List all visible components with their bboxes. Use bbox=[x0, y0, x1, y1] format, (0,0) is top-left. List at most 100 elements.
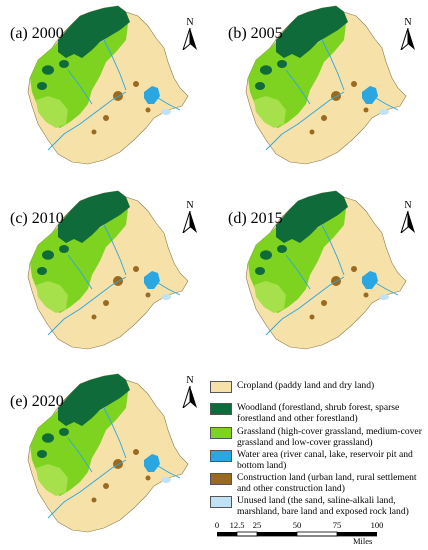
construction-area bbox=[321, 300, 327, 306]
construction-area bbox=[113, 459, 123, 469]
unused-land-area bbox=[379, 109, 389, 115]
legend-swatch bbox=[210, 427, 232, 439]
land-use-map bbox=[245, 190, 407, 350]
legend-swatch bbox=[210, 450, 232, 462]
legend-label: Construction land (urban land, rural set… bbox=[237, 472, 417, 494]
map-panel-2000: (a) 2000 N bbox=[0, 0, 208, 175]
construction-area bbox=[321, 115, 327, 121]
construction-area bbox=[91, 314, 97, 320]
legend-label: Woodland (forestland, shrub forest, spar… bbox=[237, 402, 400, 424]
woodland-patch bbox=[260, 250, 272, 260]
legend-label: Water area (river canal, lake, reservoir… bbox=[237, 449, 413, 471]
panel-label: (a) 2000 bbox=[10, 25, 64, 42]
land-use-map bbox=[27, 373, 189, 533]
river-line bbox=[265, 91, 345, 151]
woodland-patch bbox=[59, 60, 69, 68]
unused-land-area bbox=[161, 477, 171, 483]
legend-label: Cropland (paddy land and dry land) bbox=[237, 380, 375, 391]
land-use-map bbox=[27, 5, 189, 165]
north-arrow-icon: N bbox=[398, 18, 418, 52]
scale-unit-label: Miles bbox=[353, 536, 373, 546]
woodland-patch bbox=[42, 250, 54, 260]
north-letter: N bbox=[186, 200, 194, 211]
unused-land-area bbox=[379, 294, 389, 300]
construction-area bbox=[351, 266, 357, 272]
woodland-patch bbox=[255, 267, 265, 275]
construction-area bbox=[145, 475, 151, 481]
north-letter: N bbox=[404, 200, 412, 211]
construction-area bbox=[133, 266, 139, 272]
river-line bbox=[47, 459, 127, 519]
north-arrow-icon: N bbox=[180, 201, 200, 235]
construction-area bbox=[91, 497, 97, 503]
unused-land-area bbox=[161, 294, 171, 300]
north-letter: N bbox=[186, 17, 194, 28]
river-line bbox=[321, 224, 345, 276]
north-letter: N bbox=[186, 375, 194, 386]
panel-label: (b) 2005 bbox=[228, 25, 283, 42]
construction-area bbox=[113, 91, 123, 101]
legend-swatch bbox=[210, 473, 232, 485]
river-line bbox=[285, 254, 311, 290]
river-line bbox=[321, 39, 345, 91]
grassland-area bbox=[254, 281, 286, 313]
map-panel-2010: (c) 2010 N bbox=[0, 185, 208, 360]
woodland-patch bbox=[260, 65, 272, 75]
land-use-map bbox=[245, 5, 407, 165]
woodland-patch bbox=[277, 245, 287, 253]
river-line bbox=[47, 276, 127, 336]
construction-area bbox=[133, 81, 139, 87]
water-area bbox=[144, 454, 160, 472]
construction-area bbox=[91, 129, 97, 135]
river-line bbox=[103, 407, 127, 459]
map-panel-2005: (b) 2005 N bbox=[218, 0, 426, 175]
construction-area bbox=[103, 483, 109, 489]
water-area bbox=[144, 86, 160, 104]
legend-swatch bbox=[210, 496, 232, 508]
panel-label: (d) 2015 bbox=[228, 210, 283, 227]
map-panel-2015: (d) 2015 N bbox=[218, 185, 426, 360]
scale-tick-label: 50 bbox=[292, 520, 302, 530]
scale-bar: 0 12.5 25 50 75 100 Miles bbox=[213, 520, 413, 546]
river-line bbox=[67, 437, 93, 473]
grassland-area bbox=[36, 464, 68, 496]
river-line bbox=[375, 282, 399, 296]
woodland-patch bbox=[42, 65, 54, 75]
north-letter: N bbox=[404, 17, 412, 28]
river-line bbox=[157, 465, 181, 479]
construction-area bbox=[331, 276, 341, 286]
woodland-patch bbox=[59, 428, 69, 436]
north-arrow-icon: N bbox=[180, 18, 200, 52]
woodland-patch bbox=[290, 222, 302, 232]
construction-area bbox=[133, 449, 139, 455]
water-area bbox=[144, 271, 160, 289]
scale-tick-label: 12.5 bbox=[229, 520, 245, 530]
grassland-area bbox=[36, 281, 68, 313]
river-line bbox=[285, 69, 311, 105]
river-line bbox=[157, 97, 181, 111]
unused-land-area bbox=[161, 109, 171, 115]
river-line bbox=[67, 254, 93, 290]
river-line bbox=[103, 224, 127, 276]
woodland-patch bbox=[37, 82, 47, 90]
woodland-patch bbox=[42, 433, 54, 443]
woodland-patch bbox=[72, 37, 84, 47]
construction-area bbox=[103, 300, 109, 306]
river-line bbox=[375, 97, 399, 111]
scale-tick-label: 100 bbox=[370, 520, 384, 530]
water-area bbox=[362, 86, 378, 104]
river-line bbox=[67, 69, 93, 105]
woodland-patch bbox=[290, 37, 302, 47]
construction-area bbox=[103, 115, 109, 121]
legend-swatch bbox=[210, 403, 232, 415]
water-area bbox=[362, 271, 378, 289]
scale-tick-label: 25 bbox=[252, 520, 262, 530]
legend-label: Unused land (the sand, saline-alkali lan… bbox=[237, 495, 409, 517]
river-line bbox=[47, 91, 127, 151]
construction-area bbox=[145, 107, 151, 113]
woodland-patch bbox=[72, 405, 84, 415]
construction-area bbox=[363, 107, 369, 113]
river-line bbox=[103, 39, 127, 91]
north-arrow-icon: N bbox=[180, 376, 200, 410]
construction-area bbox=[113, 276, 123, 286]
